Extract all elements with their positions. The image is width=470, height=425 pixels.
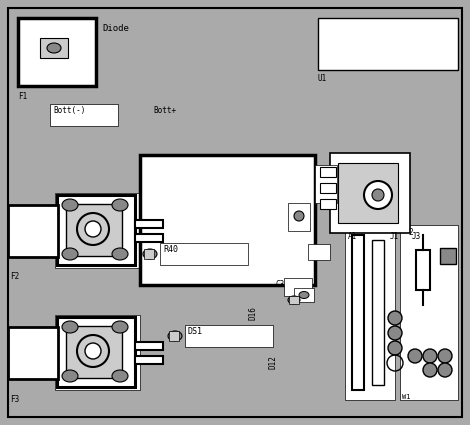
Bar	[318, 18, 458, 70]
Bar	[400, 225, 458, 400]
Circle shape	[438, 349, 452, 363]
Bar	[352, 235, 364, 390]
Bar	[57, 195, 135, 265]
Bar	[372, 240, 384, 385]
Bar	[338, 163, 398, 223]
Bar	[320, 183, 336, 193]
Bar	[284, 278, 312, 296]
Bar	[8, 327, 58, 379]
Circle shape	[388, 326, 402, 340]
Bar	[440, 248, 456, 264]
Bar	[144, 249, 154, 259]
Circle shape	[77, 335, 109, 367]
Text: J1: J1	[390, 232, 399, 241]
Text: Diode: Diode	[102, 24, 129, 33]
Ellipse shape	[299, 292, 309, 298]
Text: U1: U1	[318, 74, 327, 83]
Bar	[289, 296, 299, 304]
Ellipse shape	[112, 248, 128, 260]
Circle shape	[423, 363, 437, 377]
Circle shape	[408, 349, 422, 363]
Circle shape	[438, 363, 452, 377]
Bar	[66, 204, 122, 256]
Text: F3: F3	[10, 395, 19, 404]
Ellipse shape	[62, 370, 78, 382]
Circle shape	[77, 213, 109, 245]
Bar	[345, 225, 395, 400]
Bar	[294, 288, 314, 302]
Text: C3: C3	[275, 280, 284, 289]
Bar	[66, 326, 122, 378]
Ellipse shape	[112, 321, 128, 333]
Text: DS1: DS1	[188, 327, 203, 336]
Bar	[315, 165, 337, 203]
Bar	[308, 244, 330, 260]
Bar	[57, 317, 135, 387]
Bar	[320, 167, 336, 177]
Bar	[8, 205, 58, 257]
Bar	[135, 220, 163, 228]
Text: J3: J3	[412, 232, 421, 241]
Bar	[55, 193, 140, 268]
Bar	[288, 203, 310, 231]
Text: A1: A1	[348, 232, 357, 241]
Bar	[135, 356, 163, 364]
Bar	[416, 250, 430, 290]
Ellipse shape	[62, 321, 78, 333]
Text: F1: F1	[18, 92, 27, 101]
Text: Bott(-): Bott(-)	[53, 106, 86, 115]
Text: R40: R40	[163, 245, 178, 254]
Circle shape	[364, 181, 392, 209]
Circle shape	[294, 211, 304, 221]
Circle shape	[372, 189, 384, 201]
Bar	[55, 315, 140, 390]
Ellipse shape	[168, 331, 182, 341]
Text: 2: 2	[408, 228, 413, 237]
Bar	[135, 342, 163, 350]
Ellipse shape	[62, 248, 78, 260]
Bar	[140, 155, 315, 285]
Bar	[50, 104, 118, 126]
Bar	[40, 38, 68, 58]
Ellipse shape	[112, 199, 128, 211]
Circle shape	[388, 311, 402, 325]
Text: F2: F2	[10, 272, 19, 281]
Bar	[185, 325, 273, 347]
Ellipse shape	[288, 296, 300, 304]
Bar	[18, 18, 96, 86]
Circle shape	[85, 221, 101, 237]
Bar	[169, 331, 179, 341]
Bar	[160, 243, 248, 265]
Circle shape	[85, 343, 101, 359]
Ellipse shape	[62, 199, 78, 211]
Bar	[135, 234, 163, 242]
Text: D12: D12	[268, 355, 277, 369]
Ellipse shape	[112, 370, 128, 382]
Bar	[320, 199, 336, 209]
Circle shape	[388, 341, 402, 355]
Text: W1: W1	[402, 394, 410, 400]
Text: Bott+: Bott+	[153, 106, 176, 115]
Text: D16: D16	[249, 306, 258, 320]
Circle shape	[423, 349, 437, 363]
Ellipse shape	[47, 43, 61, 53]
Ellipse shape	[143, 249, 157, 259]
Bar	[330, 153, 410, 233]
